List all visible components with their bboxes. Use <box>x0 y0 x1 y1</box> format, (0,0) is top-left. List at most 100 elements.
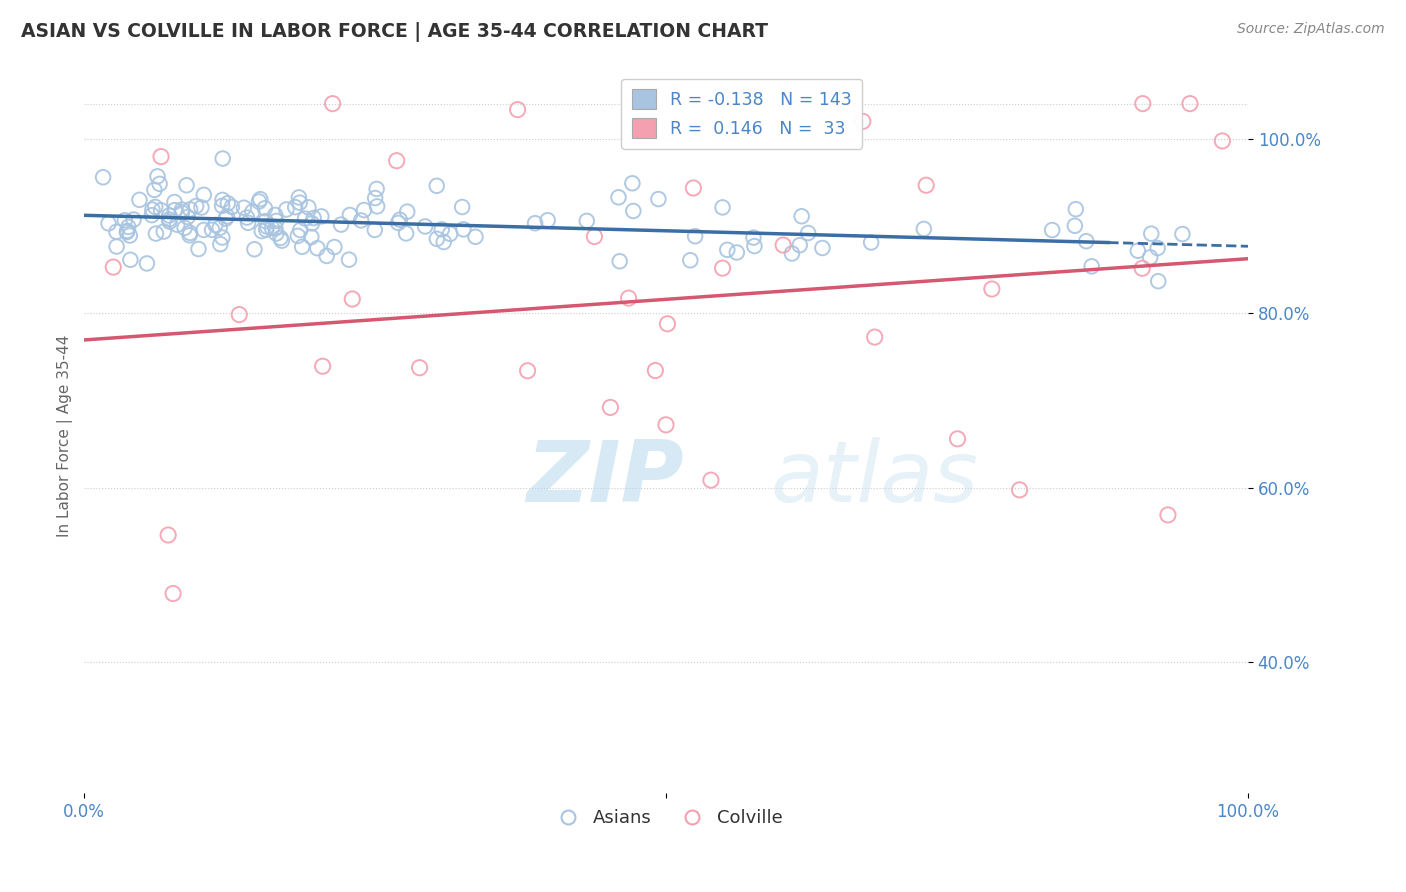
Point <box>453 222 475 236</box>
Point <box>330 218 353 232</box>
Point <box>980 282 1002 296</box>
Point <box>299 230 322 244</box>
Point <box>143 183 166 197</box>
Point <box>451 200 474 214</box>
Point <box>339 208 361 222</box>
Point <box>583 229 606 244</box>
Point <box>179 228 201 243</box>
Point <box>323 240 346 254</box>
Point <box>146 169 169 184</box>
Point <box>852 114 875 128</box>
Point <box>209 237 232 252</box>
Point <box>644 363 666 377</box>
Point <box>426 232 449 246</box>
Point <box>166 218 188 232</box>
Point <box>364 223 387 237</box>
Point <box>170 202 193 217</box>
Point <box>430 222 453 236</box>
Point <box>243 242 266 256</box>
Point <box>284 200 307 214</box>
Point <box>811 241 834 255</box>
Point <box>350 213 373 227</box>
Point <box>1040 223 1063 237</box>
Point <box>162 586 184 600</box>
Point <box>287 228 309 243</box>
Point <box>236 211 259 225</box>
Point <box>516 364 538 378</box>
Point <box>173 220 195 235</box>
Point <box>128 193 150 207</box>
Point <box>315 249 337 263</box>
Text: ASIAN VS COLVILLE IN LABOR FORCE | AGE 35-44 CORRELATION CHART: ASIAN VS COLVILLE IN LABOR FORCE | AGE 3… <box>21 22 768 42</box>
Point <box>657 317 679 331</box>
Point <box>797 226 820 240</box>
Point <box>159 215 181 229</box>
Point <box>294 211 316 226</box>
Point <box>1130 261 1153 276</box>
Point <box>395 227 418 241</box>
Point <box>204 218 226 232</box>
Point <box>288 190 311 204</box>
Text: atlas: atlas <box>770 437 979 520</box>
Point <box>232 201 254 215</box>
Point <box>863 330 886 344</box>
Point <box>115 224 138 238</box>
Point <box>1008 483 1031 497</box>
Point <box>302 211 325 225</box>
Point <box>215 211 238 226</box>
Point <box>211 199 233 213</box>
Point <box>269 231 291 245</box>
Point <box>1211 134 1233 148</box>
Point <box>742 230 765 244</box>
Point <box>270 234 292 248</box>
Y-axis label: In Labor Force | Age 35-44: In Labor Force | Age 35-44 <box>58 334 73 537</box>
Point <box>655 417 678 432</box>
Point <box>228 308 250 322</box>
Point <box>537 213 560 227</box>
Point <box>141 202 163 217</box>
Point <box>97 216 120 230</box>
Point <box>118 228 141 243</box>
Point <box>249 192 271 206</box>
Point <box>240 204 263 219</box>
Point <box>426 178 449 193</box>
Point <box>506 103 529 117</box>
Point <box>276 202 298 217</box>
Point <box>163 194 186 209</box>
Point <box>117 219 139 234</box>
Point <box>1171 227 1194 241</box>
Point <box>288 195 311 210</box>
Point <box>946 432 969 446</box>
Point <box>366 182 388 196</box>
Point <box>439 227 461 241</box>
Point <box>143 200 166 214</box>
Point <box>256 219 278 234</box>
Point <box>105 225 128 239</box>
Point <box>145 227 167 241</box>
Point <box>211 152 233 166</box>
Point <box>120 252 142 267</box>
Point <box>433 235 456 249</box>
Point <box>187 242 209 256</box>
Point <box>607 190 630 204</box>
Text: ZIP: ZIP <box>526 437 685 520</box>
Point <box>150 150 173 164</box>
Point <box>682 181 704 195</box>
Point <box>217 196 239 211</box>
Point <box>176 178 198 193</box>
Point <box>264 214 287 228</box>
Point <box>208 220 231 235</box>
Point <box>342 292 364 306</box>
Point <box>157 209 180 223</box>
Point <box>396 204 419 219</box>
Point <box>211 193 233 207</box>
Point <box>103 260 125 274</box>
Text: Source: ZipAtlas.com: Source: ZipAtlas.com <box>1237 22 1385 37</box>
Point <box>176 210 198 224</box>
Point <box>1140 227 1163 241</box>
Point <box>575 214 598 228</box>
Point <box>91 170 114 185</box>
Point <box>599 401 621 415</box>
Point <box>524 216 547 230</box>
Point <box>711 261 734 276</box>
